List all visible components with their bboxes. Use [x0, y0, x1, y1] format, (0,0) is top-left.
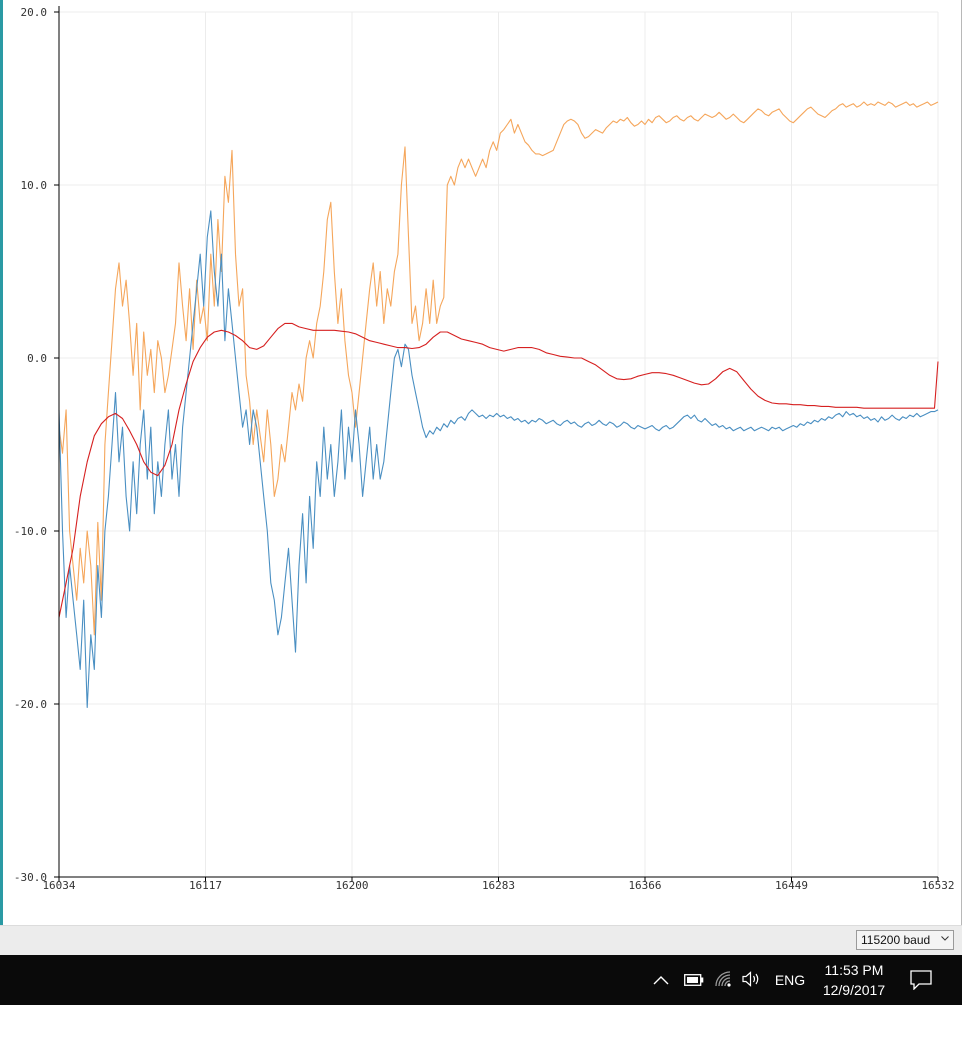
y-tick-label: 20.0 [21, 6, 48, 19]
windows-taskbar: ENG 11:53 PM 12/9/2017 [0, 955, 962, 1005]
volume-icon[interactable] [740, 968, 762, 990]
x-tick-label: 16117 [189, 879, 222, 892]
baud-rate-value: 115200 baud [861, 933, 931, 947]
x-tick-label: 16532 [921, 879, 954, 892]
chevron-up-icon[interactable] [650, 969, 672, 991]
series-line-1 [58, 210, 939, 709]
window-left-edge [0, 0, 3, 955]
series-layer [58, 101, 939, 709]
x-tick-label: 16034 [42, 879, 75, 892]
chevron-down-icon [941, 936, 949, 941]
chart: 16034 16117 16200 16283 16366 16449 16532 20.0 1… [14, 6, 955, 892]
y-tick-label: -20.0 [14, 698, 47, 711]
y-tick-label: -10.0 [14, 525, 47, 538]
clock-time: 11:53 PM [824, 962, 884, 978]
serial-plotter: 16034 16117 16200 16283 16366 16449 16532 20.0 1… [13, 6, 955, 892]
x-tick-label: 16366 [628, 879, 661, 892]
x-tick-label: 16283 [482, 879, 515, 892]
clock[interactable]: 11:53 PM 12/9/2017 [812, 959, 896, 1001]
plotter-bottom-bar: 115200 baud [0, 925, 962, 956]
x-tick-label: 16200 [335, 879, 368, 892]
baud-rate-select[interactable]: 115200 baud [856, 930, 954, 950]
window-right-edge [961, 0, 962, 955]
y-tick-label: 0.0 [27, 352, 47, 365]
wifi-icon[interactable] [712, 967, 736, 991]
axes: 16034 16117 16200 16283 16366 16449 16532 20.0 1… [14, 6, 955, 892]
series-line-0 [58, 101, 939, 636]
language-indicator[interactable]: ENG [774, 972, 806, 988]
y-tick-label: -30.0 [14, 871, 47, 884]
clock-date: 12/9/2017 [822, 982, 886, 998]
x-tick-label: 16449 [775, 879, 808, 892]
notification-icon[interactable] [906, 967, 936, 993]
y-tick-label: 10.0 [21, 179, 48, 192]
battery-icon[interactable] [682, 969, 706, 991]
series-line-2 [58, 322, 939, 618]
